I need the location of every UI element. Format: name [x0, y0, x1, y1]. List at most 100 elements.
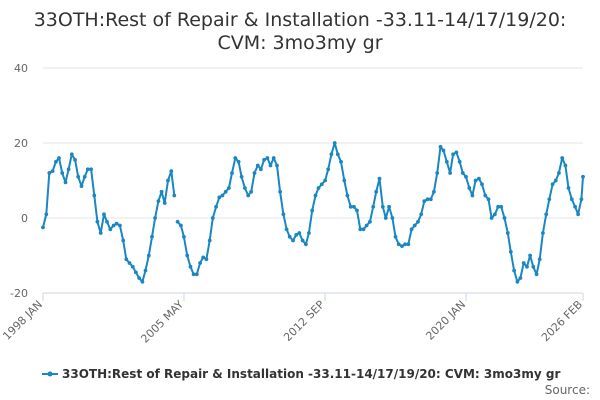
data-point[interactable]	[57, 156, 61, 160]
data-point[interactable]	[166, 178, 170, 183]
data-point[interactable]	[464, 174, 468, 179]
data-point[interactable]	[566, 186, 571, 190]
data-point[interactable]	[323, 178, 327, 183]
data-point[interactable]	[550, 182, 555, 187]
data-point[interactable]	[425, 197, 430, 202]
data-point[interactable]	[396, 242, 401, 247]
data-point[interactable]	[393, 234, 398, 239]
data-point[interactable]	[403, 242, 407, 247]
data-point[interactable]	[477, 176, 481, 181]
data-point[interactable]	[121, 238, 126, 243]
data-point[interactable]	[275, 163, 279, 168]
data-point[interactable]	[493, 212, 497, 217]
data-point[interactable]	[409, 227, 414, 232]
data-point[interactable]	[310, 208, 315, 213]
data-point[interactable]	[137, 276, 142, 280]
data-point[interactable]	[412, 223, 417, 228]
data-point[interactable]	[541, 231, 545, 235]
data-point[interactable]	[214, 204, 219, 209]
data-point[interactable]	[54, 159, 58, 164]
data-point[interactable]	[127, 261, 132, 265]
data-point[interactable]	[576, 212, 580, 217]
data-point[interactable]	[358, 227, 363, 232]
data-point[interactable]	[335, 152, 340, 157]
data-point[interactable]	[569, 197, 574, 202]
data-point[interactable]	[451, 152, 455, 157]
data-point[interactable]	[159, 189, 164, 194]
data-point[interactable]	[297, 231, 302, 235]
data-point[interactable]	[98, 231, 103, 235]
data-point[interactable]	[204, 257, 209, 262]
data-point[interactable]	[364, 223, 369, 228]
data-point[interactable]	[140, 279, 145, 284]
data-point[interactable]	[361, 227, 366, 232]
data-point[interactable]	[252, 171, 257, 175]
data-point[interactable]	[47, 171, 52, 175]
data-point[interactable]	[534, 272, 539, 277]
data-point[interactable]	[319, 182, 324, 187]
data-point[interactable]	[175, 219, 180, 224]
data-point[interactable]	[457, 159, 462, 164]
data-point[interactable]	[210, 216, 215, 220]
data-point[interactable]	[259, 167, 263, 172]
data-point[interactable]	[352, 204, 356, 209]
data-point[interactable]	[262, 158, 266, 162]
data-point[interactable]	[227, 186, 231, 190]
data-point[interactable]	[557, 171, 561, 175]
data-point[interactable]	[368, 219, 372, 224]
data-point[interactable]	[41, 225, 45, 230]
data-point[interactable]	[172, 193, 177, 198]
data-point[interactable]	[60, 171, 65, 175]
data-point[interactable]	[422, 199, 427, 204]
data-point[interactable]	[528, 253, 532, 258]
data-point[interactable]	[316, 186, 321, 190]
data-point[interactable]	[515, 279, 520, 284]
data-point[interactable]	[194, 272, 199, 277]
data-point[interactable]	[191, 272, 196, 277]
data-point[interactable]	[444, 159, 449, 164]
data-point[interactable]	[294, 233, 299, 237]
data-point[interactable]	[374, 189, 379, 194]
data-point[interactable]	[496, 204, 500, 209]
data-point[interactable]	[537, 257, 542, 262]
data-point[interactable]	[502, 216, 507, 220]
data-point[interactable]	[230, 171, 234, 175]
data-point[interactable]	[400, 244, 404, 249]
data-point[interactable]	[82, 174, 87, 179]
data-point[interactable]	[150, 234, 154, 239]
data-point[interactable]	[518, 276, 523, 280]
data-point[interactable]	[44, 212, 49, 217]
data-point[interactable]	[512, 268, 516, 273]
data-point[interactable]	[207, 238, 212, 243]
data-point[interactable]	[271, 156, 276, 160]
data-point[interactable]	[291, 238, 295, 243]
data-point[interactable]	[188, 264, 193, 269]
data-point[interactable]	[489, 216, 494, 220]
data-point[interactable]	[105, 219, 109, 224]
data-point[interactable]	[339, 159, 343, 164]
data-point[interactable]	[182, 234, 186, 239]
data-point[interactable]	[355, 208, 359, 213]
data-point[interactable]	[69, 152, 74, 157]
data-point[interactable]	[348, 204, 353, 209]
data-point[interactable]	[406, 242, 411, 247]
data-point[interactable]	[454, 150, 459, 155]
data-point[interactable]	[95, 219, 100, 224]
data-point[interactable]	[428, 197, 433, 202]
data-point[interactable]	[118, 223, 122, 228]
data-point[interactable]	[371, 204, 376, 209]
data-point[interactable]	[281, 212, 286, 217]
data-point[interactable]	[486, 197, 491, 202]
data-point[interactable]	[544, 212, 549, 217]
data-point[interactable]	[332, 141, 337, 145]
data-point[interactable]	[169, 169, 174, 174]
data-point[interactable]	[236, 159, 241, 164]
data-point[interactable]	[531, 264, 536, 269]
data-point[interactable]	[521, 261, 526, 265]
data-point[interactable]	[73, 158, 77, 162]
data-point[interactable]	[560, 156, 565, 160]
data-point[interactable]	[85, 167, 90, 172]
data-point[interactable]	[435, 171, 440, 175]
data-point[interactable]	[76, 174, 81, 179]
data-point[interactable]	[460, 171, 465, 175]
